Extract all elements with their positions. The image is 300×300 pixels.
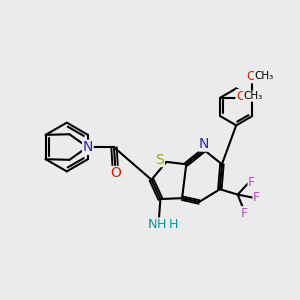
Text: O: O [110,167,121,181]
Text: H: H [169,218,178,231]
Text: N: N [83,140,93,154]
Text: CH₃: CH₃ [254,71,274,81]
Text: N: N [148,218,157,231]
Text: CH₃: CH₃ [243,91,262,101]
Text: H: H [157,218,167,231]
Text: S: S [155,152,164,167]
Text: F: F [248,176,255,189]
Text: O: O [246,70,256,83]
Text: O: O [236,90,246,103]
Text: N: N [199,137,209,151]
Text: F: F [253,191,260,204]
Text: F: F [241,207,248,220]
